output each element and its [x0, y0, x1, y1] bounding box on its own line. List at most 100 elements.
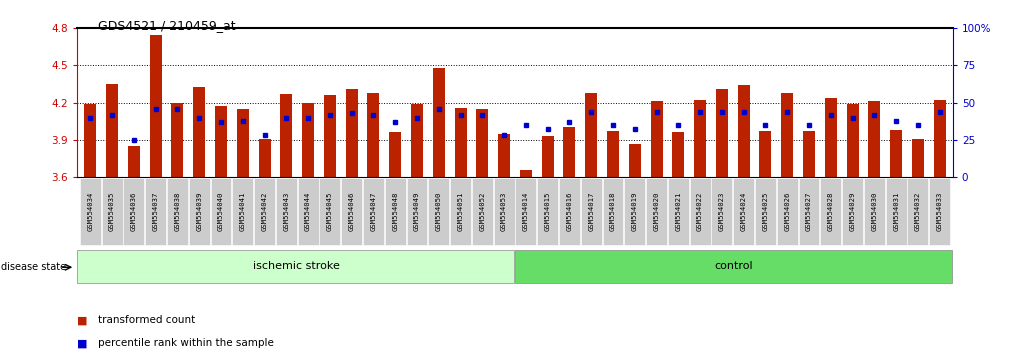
Text: GSM554051: GSM554051 [457, 192, 464, 231]
Bar [302, 103, 314, 177]
Bar [171, 103, 183, 177]
Text: GSM554032: GSM554032 [915, 192, 921, 231]
Bar [215, 107, 227, 177]
Text: transformed count: transformed count [98, 315, 195, 325]
Bar [759, 131, 771, 177]
Bar [694, 100, 707, 177]
Bar [585, 93, 597, 177]
Bar [667, 178, 689, 245]
Bar [690, 178, 711, 245]
Text: GSM554027: GSM554027 [806, 192, 812, 231]
Bar [210, 178, 232, 245]
Bar [803, 131, 815, 177]
Bar [472, 178, 492, 245]
Bar [542, 136, 554, 177]
Text: GSM554043: GSM554043 [283, 192, 289, 231]
Text: GSM554019: GSM554019 [631, 192, 638, 231]
Text: GSM554047: GSM554047 [371, 192, 376, 231]
Text: GSM554015: GSM554015 [545, 192, 551, 231]
Text: GSM554045: GSM554045 [327, 192, 333, 231]
Bar [777, 178, 797, 245]
Bar [515, 178, 537, 245]
Text: GSM554020: GSM554020 [654, 192, 659, 231]
Bar [433, 68, 445, 177]
Text: GSM554052: GSM554052 [479, 192, 485, 231]
Bar [341, 178, 363, 245]
Bar [167, 178, 187, 245]
Text: GSM554038: GSM554038 [174, 192, 180, 231]
Bar [733, 178, 754, 245]
Text: GSM554033: GSM554033 [936, 192, 942, 231]
Text: ■: ■ [77, 338, 88, 348]
Bar [538, 178, 558, 245]
Text: GSM554031: GSM554031 [893, 192, 899, 231]
Text: GSM554049: GSM554049 [414, 192, 420, 231]
Text: GSM554044: GSM554044 [305, 192, 311, 231]
Text: GSM554040: GSM554040 [218, 192, 224, 231]
Bar [368, 93, 379, 177]
Bar [84, 104, 97, 177]
Text: GDS4521 / 210459_at: GDS4521 / 210459_at [98, 19, 236, 33]
Bar [454, 108, 467, 177]
Text: GSM554023: GSM554023 [719, 192, 725, 231]
Bar [651, 102, 662, 177]
Bar [493, 178, 515, 245]
Bar [280, 94, 293, 177]
Bar [237, 109, 249, 177]
Text: GSM554017: GSM554017 [588, 192, 594, 231]
Text: GSM554035: GSM554035 [109, 192, 115, 231]
Bar [628, 144, 641, 177]
Bar [124, 178, 144, 245]
Bar [450, 178, 471, 245]
Bar [259, 139, 271, 177]
Text: GSM554029: GSM554029 [850, 192, 856, 231]
Text: ischemic stroke: ischemic stroke [252, 261, 340, 272]
Bar [798, 178, 820, 245]
Bar [411, 104, 423, 177]
Bar [716, 89, 728, 177]
Bar [346, 89, 357, 177]
Bar [864, 178, 885, 245]
Bar [886, 178, 906, 245]
Bar [323, 95, 336, 177]
Text: GSM554026: GSM554026 [784, 192, 790, 231]
Bar [607, 131, 619, 177]
Text: GSM554050: GSM554050 [436, 192, 442, 231]
Bar [194, 86, 205, 177]
Bar [254, 178, 275, 245]
Text: GSM554036: GSM554036 [131, 192, 137, 231]
Text: ■: ■ [77, 315, 88, 325]
Text: GSM554048: GSM554048 [392, 192, 399, 231]
Bar [145, 178, 166, 245]
Bar [737, 85, 750, 177]
Bar [80, 178, 101, 245]
Bar [499, 133, 510, 177]
Bar [77, 250, 514, 283]
Text: percentile rank within the sample: percentile rank within the sample [98, 338, 274, 348]
Bar [912, 139, 924, 177]
Text: GSM554042: GSM554042 [262, 192, 268, 231]
Bar [106, 84, 118, 177]
Text: GSM554039: GSM554039 [196, 192, 202, 231]
Text: GSM554016: GSM554016 [566, 192, 573, 231]
Bar [298, 178, 318, 245]
Bar [868, 102, 881, 177]
Bar [520, 170, 531, 177]
Bar [319, 178, 340, 245]
Bar [476, 109, 488, 177]
Bar [624, 178, 645, 245]
Bar [102, 178, 123, 245]
Bar [907, 178, 928, 245]
Text: GSM554022: GSM554022 [697, 192, 703, 231]
Text: GSM554030: GSM554030 [871, 192, 878, 231]
Text: GSM554034: GSM554034 [88, 192, 94, 231]
Bar [363, 178, 384, 245]
Bar [890, 130, 902, 177]
Bar [933, 100, 946, 177]
Bar [563, 127, 576, 177]
Text: GSM554018: GSM554018 [610, 192, 616, 231]
Bar [128, 146, 140, 177]
Text: GSM554024: GSM554024 [741, 192, 747, 231]
Bar [673, 132, 684, 177]
Bar [646, 178, 667, 245]
